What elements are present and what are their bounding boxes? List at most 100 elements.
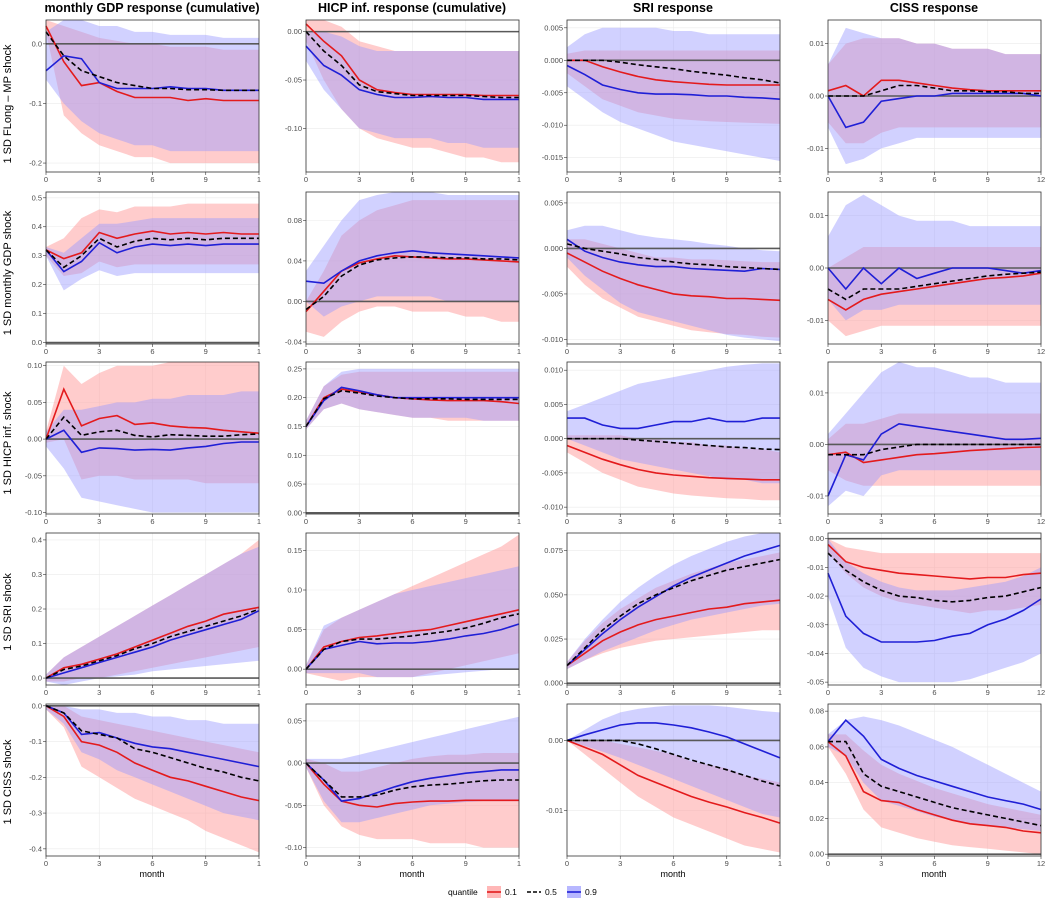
panel-grid: 0.0-0.1-0.20 3 6 9 10.00-0.05-0.100 3 6 9 10.005…: [25, 19, 1045, 868]
x-tick-label: 9: [986, 517, 990, 526]
band-q90: [828, 538, 1041, 683]
x-tick-label: 0: [826, 347, 830, 356]
x-tick-label: 1: [517, 175, 521, 184]
x-tick-label: 3: [357, 688, 361, 697]
panel-r2-c3: 0.01 0.00 -0.01 0 3 6 9 12: [807, 361, 1045, 526]
x-tick-label: 9: [986, 175, 990, 184]
series-line-q10: [305, 23, 519, 97]
column-title: HICP inf. response (cumulative): [318, 1, 506, 15]
x-tick-label: 9: [204, 688, 208, 697]
panel-r4-c1: 0.05 0.00 -0.05 -0.100 3 6 9 1: [285, 703, 521, 868]
x-axis-label: month: [399, 869, 424, 879]
band-q90: [306, 31, 519, 148]
legend: quantile 0.1 0.5 0.9: [448, 886, 597, 898]
series-line-q90: [827, 718, 1042, 811]
band-q10: [567, 435, 780, 501]
legend-entry-0.1: 0.1: [487, 886, 517, 898]
x-tick-label: 0: [304, 859, 308, 868]
y-tick-label: 0.0: [32, 338, 42, 347]
row-title: 1 SD monthly GDP shock: [2, 210, 14, 335]
series-line-q10: [305, 609, 520, 670]
series-line-q50: [566, 243, 781, 271]
x-tick-label: 6: [410, 859, 414, 868]
y-tick-label: 0.1: [32, 639, 42, 648]
x-tick-label: 3: [97, 688, 101, 697]
band-q10: [567, 239, 780, 338]
x-tick-label: 9: [725, 688, 729, 697]
x-axis-label: month: [921, 869, 946, 879]
series-line-q90: [827, 572, 1042, 643]
y-tick-label: -0.10: [285, 843, 302, 852]
column-title: CISS response: [890, 1, 978, 15]
y-tick-label: 0.2: [32, 280, 42, 289]
x-tick-label: 0: [826, 859, 830, 868]
series-line-q10: [45, 230, 259, 260]
series-line-q10: [827, 272, 1042, 311]
series-line-q10: [566, 252, 781, 302]
series-line-q90: [566, 64, 781, 100]
x-tick-label: 0: [44, 175, 48, 184]
x-tick-label: 9: [725, 175, 729, 184]
panel-r2-c1: 0.25 0.20 0.15 0.10 0.05 0.000 3 6 9 1: [287, 361, 521, 526]
series-line-q50: [828, 740, 1042, 827]
x-tick-label: 12: [1037, 347, 1045, 356]
x-tick-label: 6: [410, 517, 414, 526]
band-q10: [828, 38, 1041, 144]
x-axis-label: month: [139, 869, 164, 879]
series-line-q90: [566, 238, 781, 273]
y-tick-label: 0.00: [809, 92, 824, 101]
y-tick-label: -0.1: [29, 737, 42, 746]
x-axis-label: month: [660, 869, 685, 879]
y-tick-label: 0.05: [27, 398, 42, 407]
x-tick-label: 6: [932, 175, 936, 184]
x-tick-label: 12: [1037, 175, 1045, 184]
series-line-q10: [45, 606, 260, 679]
series-line-q50: [567, 59, 781, 84]
y-tick-label: 0.000: [544, 679, 563, 688]
x-tick-label: 1: [517, 347, 521, 356]
x-tick-label: 6: [150, 688, 154, 697]
panel-r0-c1: 0.00 -0.05 -0.10 0 3 6 9 1: [285, 19, 521, 184]
y-tick-label: 0.005: [544, 198, 563, 207]
panel-r1-c1: 0.08 0.04 0.00 -0.040 3 6 9 1: [285, 191, 521, 356]
panel-r3-c1: 0.15 0.10 0.05 0.00 0 3 6 9 1: [287, 532, 521, 697]
y-tick-label: 0.00: [287, 297, 302, 306]
y-tick-label: 0.000: [544, 244, 563, 253]
x-tick-label: 6: [932, 517, 936, 526]
y-tick-label: 0.05: [287, 716, 302, 725]
x-tick-label: 0: [304, 688, 308, 697]
x-tick-label: 6: [671, 347, 675, 356]
x-tick-label: 1: [257, 175, 261, 184]
row-titles: 1 SD FLong – MP shock 1 SD monthly GDP s…: [2, 44, 14, 825]
x-tick-label: 9: [464, 859, 468, 868]
x-tick-label: 0: [565, 347, 569, 356]
x-tick-label: 3: [618, 517, 622, 526]
legend-entry-0.9: 0.9: [567, 886, 597, 898]
y-tick-label: -0.01: [807, 144, 824, 153]
x-tick-label: 1: [778, 688, 782, 697]
x-tick-label: 0: [304, 175, 308, 184]
panel-r0-c3: 0.01 0.00 -0.01 0 3 6 9 12: [807, 19, 1045, 184]
y-tick-label: -0.2: [29, 159, 42, 168]
band-q10: [46, 705, 259, 853]
series-line-q90: [566, 722, 781, 759]
series-line-q90: [567, 417, 780, 430]
x-tick-label: 3: [357, 859, 361, 868]
y-tick-label: 0.05: [287, 625, 302, 634]
series-line-q90: [827, 266, 1042, 291]
x-tick-label: 6: [671, 859, 675, 868]
band-q10: [306, 371, 519, 430]
band-q10: [828, 734, 1041, 855]
x-tick-label: 6: [150, 517, 154, 526]
y-tick-label: 0.2: [32, 605, 42, 614]
x-tick-label: 9: [464, 517, 468, 526]
x-tick-label: 6: [932, 688, 936, 697]
x-tick-label: 6: [150, 175, 154, 184]
y-tick-label: -0.04: [807, 649, 824, 658]
x-tick-label: 0: [826, 688, 830, 697]
y-tick-label: 0.0: [32, 701, 42, 710]
legend-title: quantile: [448, 887, 478, 897]
y-tick-label: 0.0: [32, 39, 42, 48]
x-tick-label: 3: [879, 859, 883, 868]
